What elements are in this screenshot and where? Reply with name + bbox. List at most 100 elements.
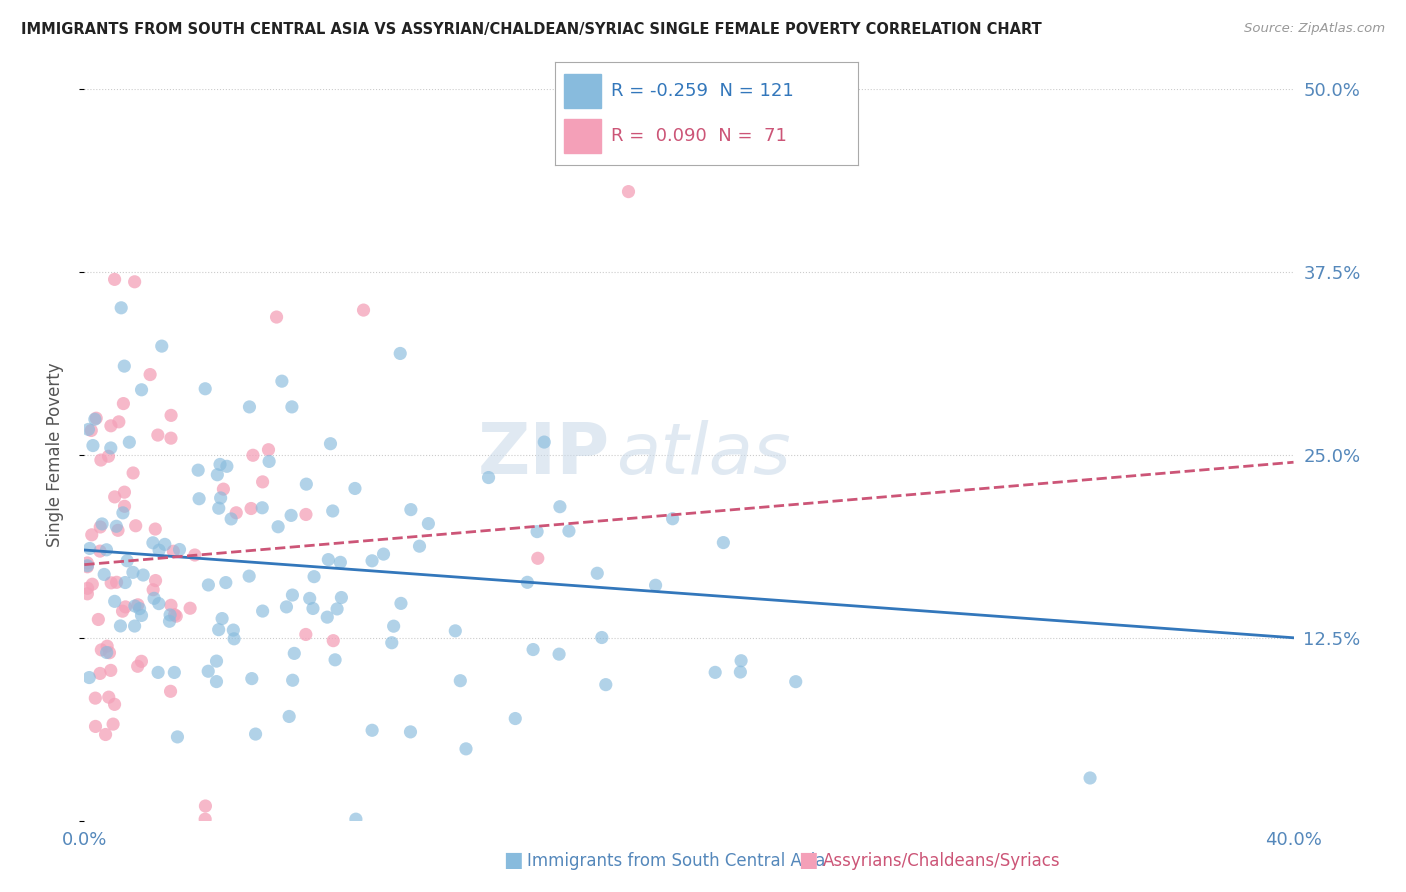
Point [252, 604, 274, 618]
Point [516, 575, 538, 590]
Point [98, 646, 121, 660]
Point [103, 698, 125, 712]
Point [77, 671, 100, 685]
Text: ■: ■ [799, 850, 818, 870]
Point [76, 582, 98, 596]
Point [208, 501, 231, 516]
Text: Immigrants from South Central Asia: Immigrants from South Central Asia [527, 852, 825, 870]
Point [270, 374, 292, 388]
Point [316, 610, 339, 624]
Point [143, 591, 166, 606]
Point [100, 418, 122, 433]
Point [245, 727, 267, 741]
Point [389, 596, 412, 610]
Point [381, 636, 404, 650]
Point [238, 569, 260, 583]
Point [1078, 771, 1101, 785]
Point [90, 643, 112, 657]
Point [240, 672, 263, 686]
Point [238, 400, 260, 414]
Point [785, 674, 807, 689]
Point [159, 684, 181, 698]
Point [281, 588, 304, 602]
Point [399, 725, 422, 739]
Point [107, 524, 129, 538]
Point [382, 619, 405, 633]
Point [76, 558, 98, 573]
Point [79, 541, 101, 556]
Point [76, 587, 98, 601]
Point [207, 467, 229, 482]
Point [326, 602, 349, 616]
Point [82, 577, 104, 591]
Point [105, 519, 128, 533]
Point [266, 310, 288, 324]
Point [730, 665, 752, 679]
Point [322, 633, 344, 648]
Point [100, 575, 122, 590]
Point [101, 717, 124, 731]
Point [477, 470, 499, 484]
Point [283, 646, 305, 660]
Point [278, 709, 301, 723]
Point [267, 520, 290, 534]
Point [215, 459, 238, 474]
Point [205, 654, 228, 668]
Point [298, 591, 321, 606]
Point [353, 303, 375, 318]
Point [104, 272, 127, 286]
Point [108, 415, 131, 429]
Point [84, 719, 107, 733]
Point [111, 506, 134, 520]
Point [548, 647, 571, 661]
Point [124, 619, 146, 633]
Point [215, 575, 238, 590]
Point [90, 453, 112, 467]
Point [418, 516, 440, 531]
Point [169, 542, 191, 557]
Point [76, 559, 98, 574]
Point [148, 543, 170, 558]
Point [160, 409, 183, 423]
Point [361, 554, 384, 568]
Point [330, 591, 353, 605]
Point [222, 632, 245, 646]
Bar [564, 119, 600, 153]
Point [281, 673, 304, 688]
Point [110, 619, 132, 633]
Point [302, 601, 325, 615]
Point [105, 575, 128, 590]
Point [96, 542, 118, 557]
Point [661, 512, 683, 526]
Point [159, 607, 181, 622]
Point [163, 665, 186, 680]
Point [110, 301, 132, 315]
Point [100, 664, 122, 678]
Point [153, 537, 176, 551]
Point [343, 482, 366, 496]
Point [281, 400, 304, 414]
Point [454, 742, 477, 756]
Point [444, 624, 467, 638]
Point [240, 501, 263, 516]
Point [295, 477, 318, 491]
Point [252, 475, 274, 489]
Text: IMMIGRANTS FROM SOUTH CENTRAL ASIA VS ASSYRIAN/CHALDEAN/SYRIAC SINGLE FEMALE POV: IMMIGRANTS FROM SOUTH CENTRAL ASIA VS AS… [21, 22, 1042, 37]
Point [150, 339, 173, 353]
Point [408, 539, 430, 553]
Point [361, 723, 384, 738]
Point [104, 490, 127, 504]
Point [197, 578, 219, 592]
Point [115, 554, 138, 568]
Point [89, 520, 111, 534]
Point [84, 691, 107, 706]
Point [159, 615, 181, 629]
Point [114, 575, 136, 590]
Point [89, 666, 111, 681]
Point [329, 555, 352, 569]
Point [93, 567, 115, 582]
Point [100, 441, 122, 455]
Text: ZIP: ZIP [478, 420, 610, 490]
Point [184, 548, 207, 562]
Point [91, 516, 114, 531]
